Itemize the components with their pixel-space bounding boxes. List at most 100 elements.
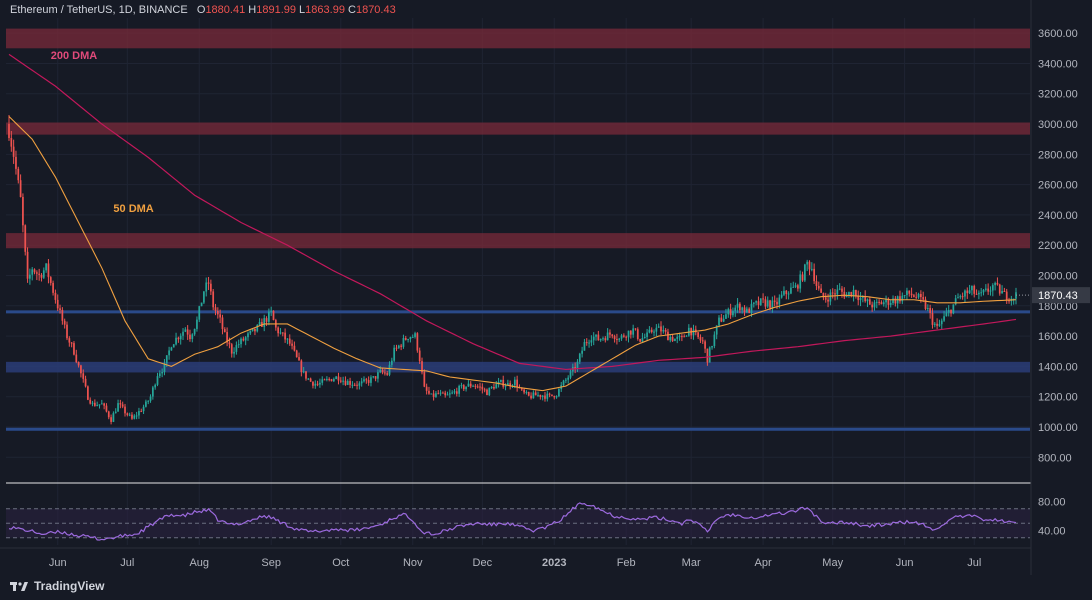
candle-body[interactable] [537,394,539,396]
candle-body[interactable] [613,336,616,339]
candle-body[interactable] [936,323,938,326]
candle-body[interactable] [179,335,182,340]
candle-body[interactable] [513,379,516,386]
candle-body[interactable] [864,296,867,302]
candle-body[interactable] [966,290,969,294]
candle-body[interactable] [40,274,43,278]
candle-body[interactable] [358,383,361,386]
candle-body[interactable] [553,395,556,398]
candle-body[interactable] [411,336,414,338]
candle-body[interactable] [618,338,621,340]
candle-body[interactable] [681,336,683,338]
candle-body[interactable] [439,392,442,394]
candle-body[interactable] [848,292,850,295]
candle-body[interactable] [945,312,948,317]
candle-body[interactable] [917,293,920,298]
candle-body[interactable] [887,298,890,305]
candle-body[interactable] [650,329,653,333]
candle-body[interactable] [89,399,92,404]
candle-body[interactable] [926,308,929,310]
candle-body[interactable] [711,346,713,348]
candle-body[interactable] [360,381,363,384]
candle-body[interactable] [414,333,416,337]
candle-body[interactable] [337,376,340,381]
candle-body[interactable] [17,168,20,181]
candle-body[interactable] [151,387,154,397]
candle-body[interactable] [84,378,87,387]
candle-body[interactable] [244,337,247,341]
candle-body[interactable] [859,297,862,301]
candle-body[interactable] [249,330,252,334]
candle-body[interactable] [346,381,349,385]
candle-body[interactable] [567,377,570,380]
candle-body[interactable] [743,307,746,313]
candle-body[interactable] [448,393,451,395]
candle-body[interactable] [706,348,709,363]
candle-body[interactable] [59,308,61,310]
candle-body[interactable] [616,338,618,340]
candle-body[interactable] [799,274,802,289]
candle-body[interactable] [803,264,806,281]
candle-body[interactable] [500,379,502,382]
candle-body[interactable] [154,384,157,388]
candle-body[interactable] [286,338,289,340]
candle-body[interactable] [165,355,168,364]
candle-body[interactable] [938,324,941,326]
candle-body[interactable] [374,376,377,379]
candle-body[interactable] [451,392,454,394]
candle-body[interactable] [189,334,191,340]
candle-body[interactable] [105,405,108,412]
candle-body[interactable] [602,338,604,340]
candle-body[interactable] [384,372,386,374]
candle-body[interactable] [843,291,846,298]
candle-body[interactable] [947,310,950,313]
candle-body[interactable] [469,383,472,387]
candle-body[interactable] [418,350,421,362]
candle-body[interactable] [861,296,864,298]
candle-body[interactable] [855,289,857,297]
candle-body[interactable] [462,385,465,390]
candle-body[interactable] [404,338,407,340]
candle-body[interactable] [564,379,567,381]
candle-body[interactable] [817,285,820,289]
candle-body[interactable] [910,293,913,296]
candle-body[interactable] [824,297,827,300]
candle-body[interactable] [588,342,590,344]
candle-body[interactable] [35,272,38,274]
candle-body[interactable] [344,380,347,385]
candle-body[interactable] [933,323,936,325]
candle-body[interactable] [124,406,126,414]
candle-body[interactable] [407,339,409,341]
candle-body[interactable] [460,385,463,387]
candle-body[interactable] [465,386,467,390]
candle-body[interactable] [279,332,282,334]
candle-body[interactable] [219,314,222,318]
candle-body[interactable] [12,146,15,157]
candle-body[interactable] [611,334,614,337]
candle-body[interactable] [177,337,180,340]
candle-body[interactable] [704,341,706,349]
candle-body[interactable] [233,351,235,354]
candle-body[interactable] [548,393,551,395]
candle-body[interactable] [493,386,495,389]
candle-body[interactable] [495,384,498,389]
candle-body[interactable] [476,386,479,388]
candle-body[interactable] [381,369,384,373]
candle-body[interactable] [989,290,992,292]
candle-body[interactable] [961,296,964,298]
candle-body[interactable] [722,318,725,322]
candle-body[interactable] [133,415,136,419]
candle-body[interactable] [783,290,785,295]
candle-body[interactable] [425,386,428,391]
candle-body[interactable] [741,307,744,311]
candle-body[interactable] [214,307,217,311]
candle-body[interactable] [377,372,379,379]
candle-body[interactable] [182,331,184,336]
candle-body[interactable] [797,285,799,289]
candle-body[interactable] [971,285,973,291]
candle-body[interactable] [998,284,1001,294]
candle-body[interactable] [486,389,488,396]
candle-body[interactable] [674,338,676,342]
candle-body[interactable] [80,365,82,374]
candle-body[interactable] [316,383,319,385]
